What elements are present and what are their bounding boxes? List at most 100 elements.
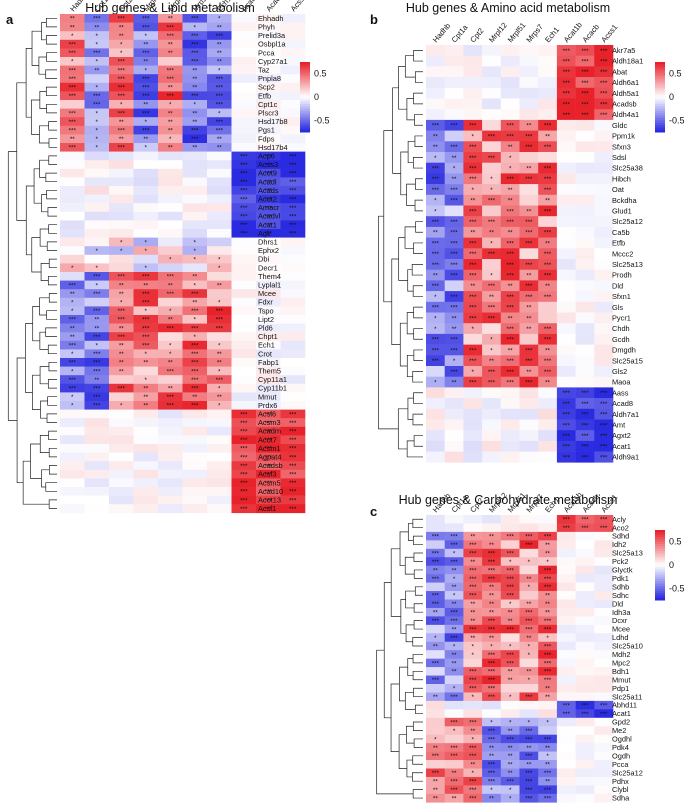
significance-mark: *** bbox=[544, 643, 552, 650]
heatmap-cell bbox=[556, 515, 576, 524]
heatmap-cell bbox=[158, 435, 183, 445]
color-legend: 0.50-0.5 bbox=[655, 530, 685, 601]
heatmap-cell bbox=[158, 495, 183, 505]
heatmap-cell bbox=[280, 392, 306, 402]
significance-mark: ** bbox=[452, 660, 457, 667]
heatmap-cell bbox=[182, 220, 208, 230]
row-label: Abhd11 bbox=[612, 701, 637, 710]
heatmap-cell bbox=[463, 760, 483, 769]
significance-mark: *** bbox=[469, 315, 477, 322]
heatmap-cell bbox=[500, 684, 520, 693]
heatmap-cell bbox=[575, 66, 595, 78]
significance-mark: * bbox=[509, 601, 512, 608]
heatmap-cell bbox=[519, 333, 539, 345]
heatmap-cell bbox=[256, 91, 281, 101]
significance-mark: *** bbox=[265, 411, 273, 418]
heatmap-cell bbox=[60, 220, 85, 230]
significance-mark: *** bbox=[563, 112, 571, 119]
heatmap-cell bbox=[538, 684, 558, 693]
heatmap-cell bbox=[556, 734, 576, 744]
significance-mark: *** bbox=[525, 176, 533, 183]
heatmap-cell bbox=[444, 548, 464, 558]
heatmap-cell bbox=[556, 440, 576, 452]
heatmap-cell bbox=[556, 523, 576, 533]
significance-mark: * bbox=[509, 643, 512, 650]
legend-swatch bbox=[655, 90, 665, 93]
heatmap-cell bbox=[84, 272, 110, 281]
heatmap-cell bbox=[207, 469, 232, 479]
heatmap-cell bbox=[158, 168, 183, 178]
significance-mark: ** bbox=[217, 59, 222, 66]
heatmap-cell bbox=[158, 392, 183, 402]
significance-mark: *** bbox=[432, 176, 440, 183]
significance-mark: *** bbox=[450, 542, 458, 549]
heatmap-cell bbox=[519, 531, 539, 541]
heatmap-cell bbox=[280, 211, 306, 221]
heatmap-cell bbox=[182, 349, 208, 359]
significance-mark: *** bbox=[93, 360, 101, 367]
significance-mark: *** bbox=[563, 412, 571, 419]
significance-mark: *** bbox=[581, 401, 589, 408]
significance-mark: *** bbox=[469, 787, 477, 794]
col-label: Mrps7 bbox=[524, 22, 544, 44]
heatmap-cell bbox=[482, 398, 502, 410]
heatmap-cell bbox=[426, 419, 445, 431]
heatmap-cell bbox=[444, 743, 464, 752]
heatmap-cell bbox=[463, 398, 483, 410]
heatmap-cell bbox=[280, 469, 306, 479]
significance-mark: *** bbox=[240, 411, 248, 418]
heatmap-cell bbox=[482, 216, 502, 228]
significance-mark: *** bbox=[544, 660, 552, 667]
dendrogram-branch bbox=[32, 374, 41, 410]
heatmap-cell bbox=[280, 435, 306, 445]
significance-mark: *** bbox=[507, 337, 515, 344]
heatmap-cell bbox=[482, 237, 502, 249]
row-label: Aldh6a1 bbox=[612, 78, 639, 87]
heatmap-cell bbox=[231, 254, 257, 264]
heatmap-cell bbox=[444, 162, 464, 174]
significance-mark: * bbox=[434, 635, 437, 642]
heatmap-cell bbox=[182, 272, 208, 281]
panel-a: a Hub genes & Lipid metabolism Hadhb Cpt1… bbox=[6, 0, 330, 514]
dendrogram-branch bbox=[48, 447, 57, 458]
significance-mark: *** bbox=[289, 437, 297, 444]
heatmap-cell bbox=[444, 87, 464, 99]
heatmap-cell bbox=[463, 205, 483, 217]
significance-mark: *** bbox=[216, 119, 224, 126]
heatmap-cell bbox=[133, 418, 159, 428]
significance-mark: *** bbox=[191, 403, 199, 410]
heatmap-cell bbox=[500, 141, 520, 153]
heatmap-cell bbox=[207, 211, 232, 221]
heatmap-cell bbox=[280, 74, 306, 84]
significance-mark: *** bbox=[488, 155, 496, 162]
heatmap-cell bbox=[444, 130, 464, 142]
legend-swatch bbox=[655, 546, 665, 550]
significance-mark: *** bbox=[69, 119, 77, 126]
heatmap-cell bbox=[84, 323, 110, 333]
significance-mark: * bbox=[194, 248, 197, 255]
row-label: Pld6 bbox=[258, 324, 273, 333]
heatmap-cell bbox=[482, 793, 502, 803]
significance-mark: ** bbox=[489, 542, 494, 549]
heatmap-cell bbox=[482, 540, 502, 550]
significance-mark: ** bbox=[452, 652, 457, 659]
significance-mark: *** bbox=[216, 377, 224, 384]
dendrogram-branch bbox=[412, 285, 423, 297]
heatmap-cell bbox=[594, 785, 614, 795]
heatmap-cell bbox=[463, 531, 483, 541]
heatmap-cell bbox=[133, 297, 159, 307]
heatmap-cell bbox=[182, 229, 208, 238]
significance-mark: ** bbox=[119, 136, 124, 143]
row-label: Mpc2 bbox=[612, 658, 630, 667]
legend-swatch bbox=[655, 588, 665, 592]
significance-mark: *** bbox=[240, 188, 248, 195]
heatmap-cell bbox=[482, 709, 502, 719]
heatmap-cell bbox=[60, 82, 85, 92]
significance-mark: *** bbox=[432, 337, 440, 344]
heatmap-cell bbox=[575, 607, 595, 617]
significance-mark: ** bbox=[545, 542, 550, 549]
heatmap-cell bbox=[84, 435, 110, 445]
significance-mark: *** bbox=[525, 283, 533, 290]
heatmap-cell bbox=[556, 301, 576, 313]
heatmap-cell bbox=[538, 87, 558, 99]
